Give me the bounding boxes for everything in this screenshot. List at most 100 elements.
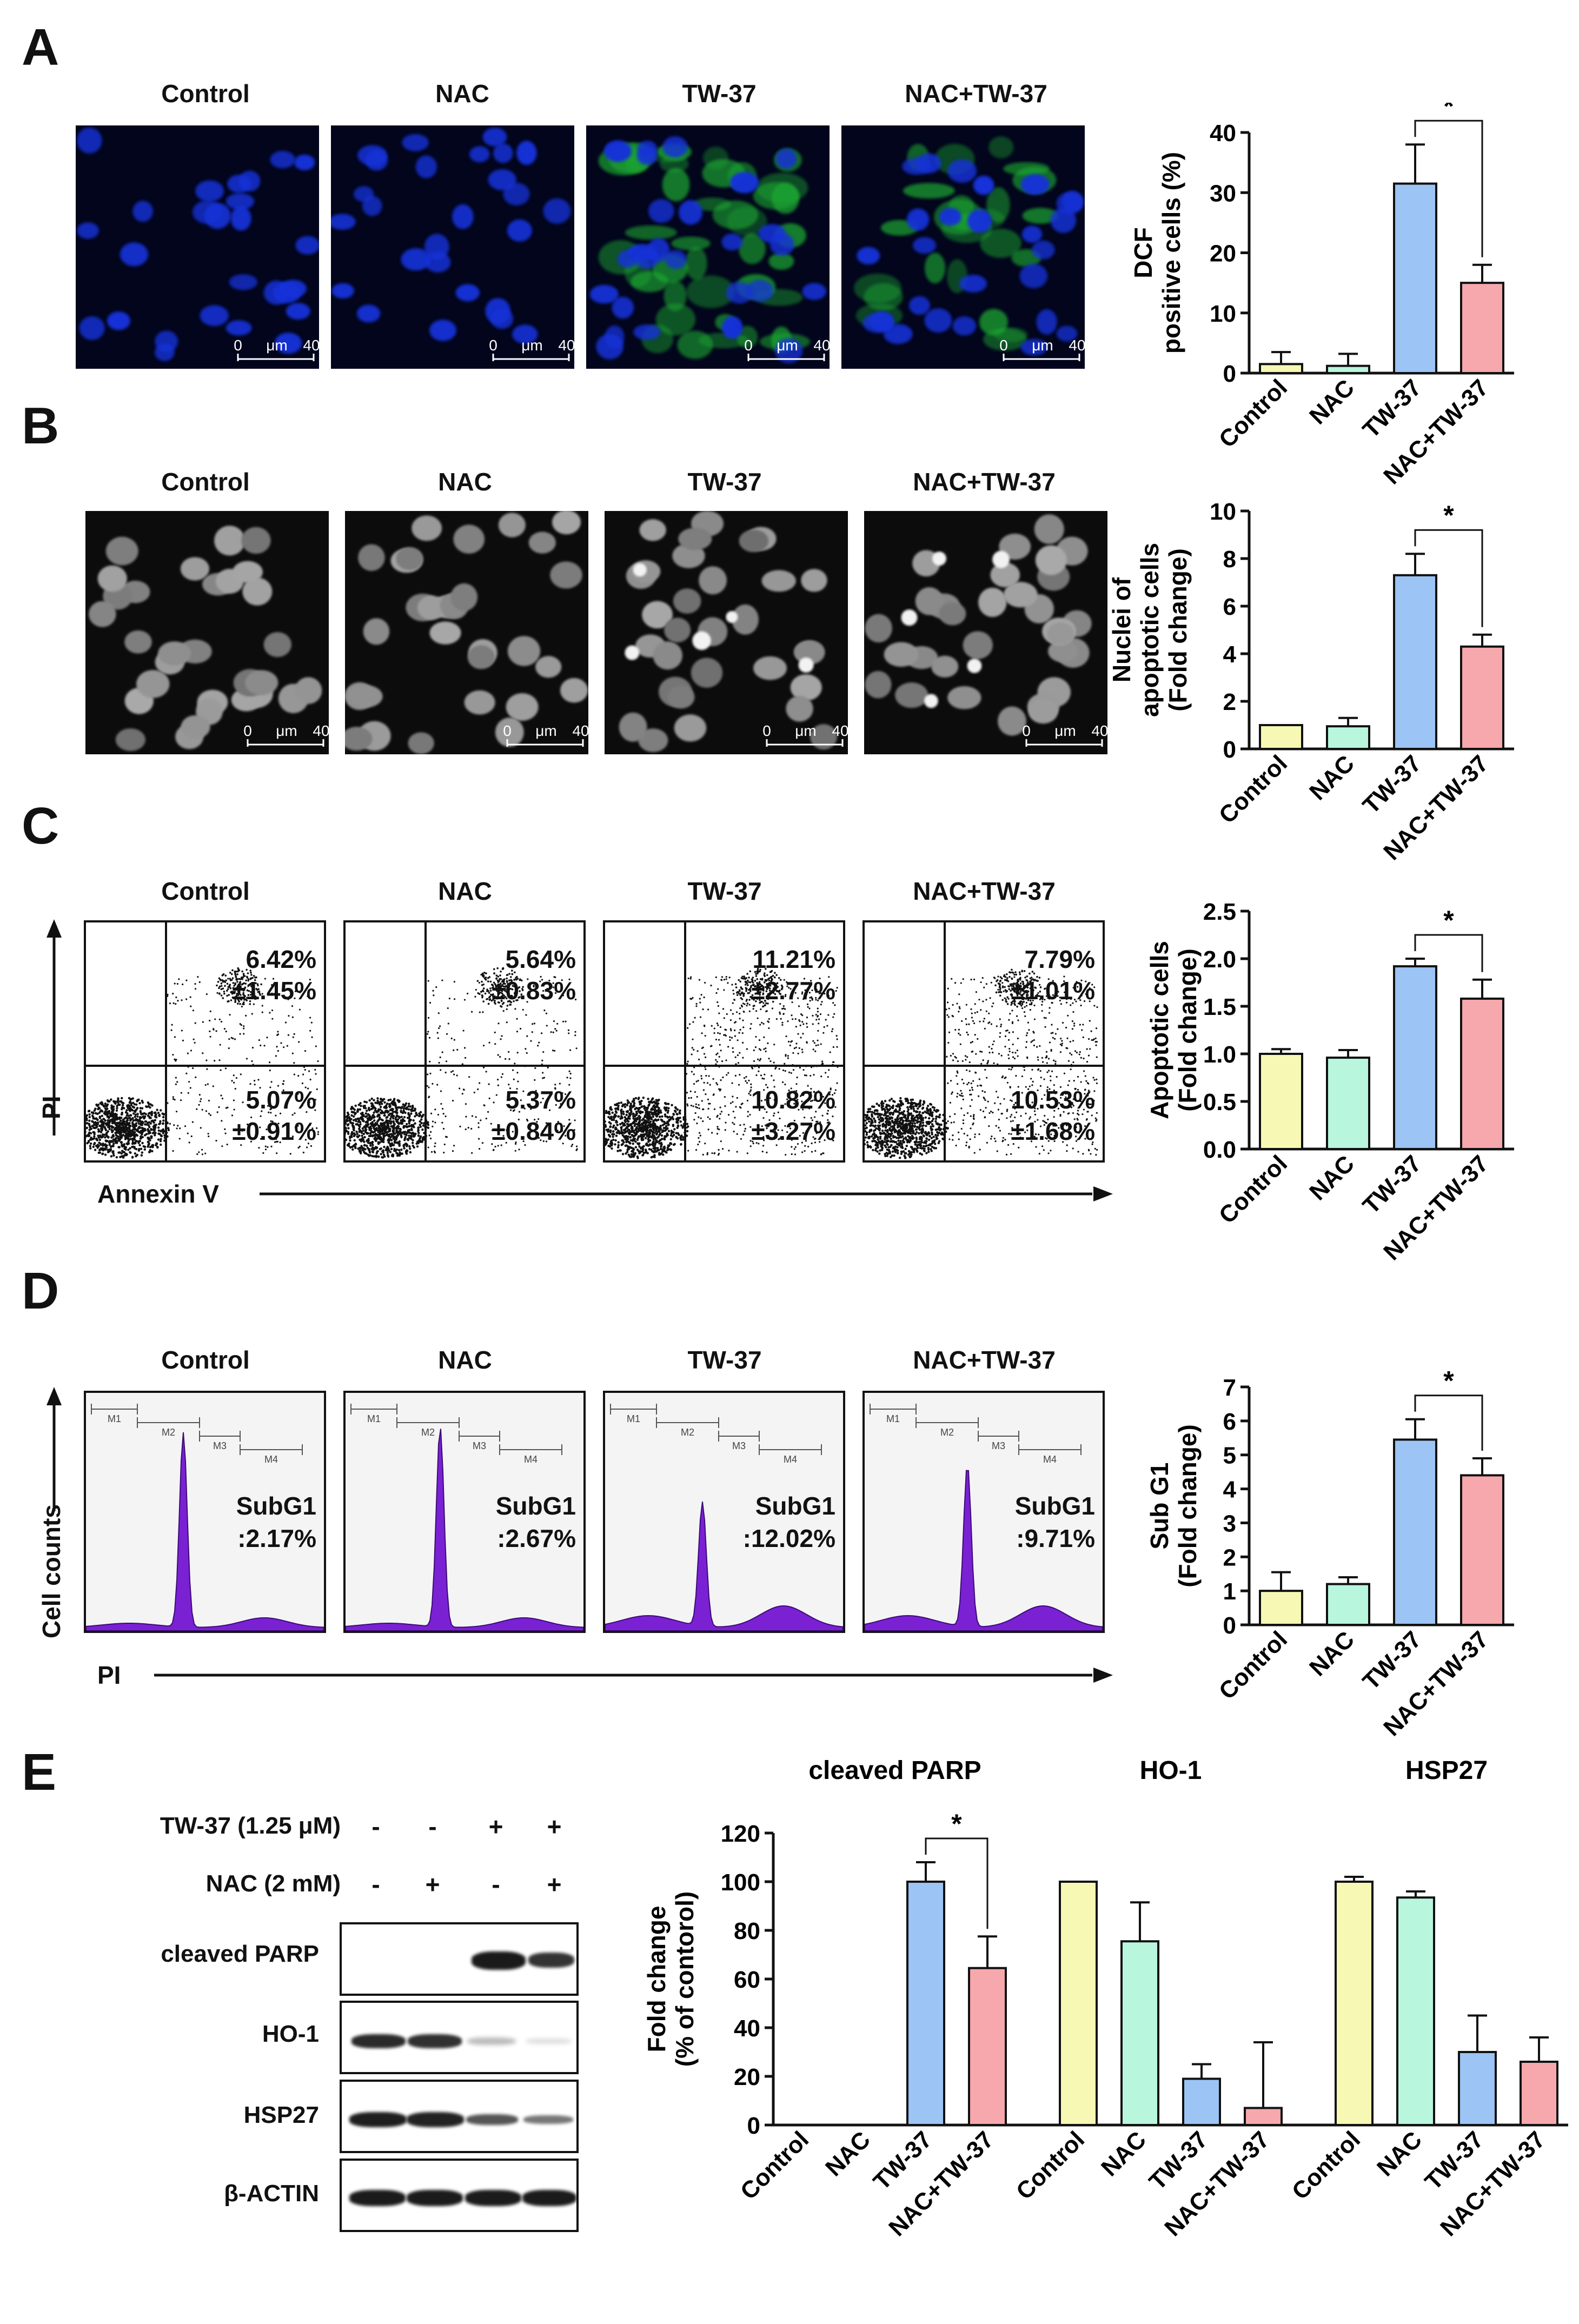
nucleus-gray xyxy=(242,577,273,606)
gate-marker-M4: M4 xyxy=(1018,1444,1082,1465)
dcf-green-signal xyxy=(685,247,707,280)
x-tick-label: NAC xyxy=(1096,2126,1151,2181)
cellcycle-histogram-4: M1 M2 M3 M4 SubG1:9.71% xyxy=(863,1391,1105,1633)
panel-letter-e: E xyxy=(22,1743,57,1801)
bar-nac-tw-37 xyxy=(1460,645,1504,750)
label-nactw37-a: NAC+TW-37 xyxy=(905,79,1047,108)
dcf-image-control: 0 μm 40 xyxy=(76,125,319,369)
group-title: HO-1 xyxy=(1140,1756,1202,1785)
apoptotic-body xyxy=(992,550,1010,568)
scale-end: 40 xyxy=(572,722,588,739)
dna-content-histogram xyxy=(346,1429,583,1631)
nucleus-gray xyxy=(619,712,647,742)
band-parp-4 xyxy=(528,1953,574,1968)
nucleus-gray xyxy=(653,641,682,670)
nucleus-blue xyxy=(452,204,474,229)
pi-axis-arrow-c xyxy=(47,919,62,1136)
dcf-green-signal xyxy=(994,327,1028,342)
band-hsp27-3 xyxy=(466,2114,518,2125)
quadrant-lr-sd: ±1.68% xyxy=(1011,1117,1095,1145)
bar-tw-37 xyxy=(1393,1438,1437,1626)
y-tick-label: 100 xyxy=(721,1869,760,1896)
y-tick-label: 10 xyxy=(1210,503,1236,525)
nucleus-gray xyxy=(998,706,1026,736)
scale-bar: 0 μm 40 xyxy=(234,337,319,361)
nucleus-gray xyxy=(865,670,892,699)
y-tick-label: 1.0 xyxy=(1203,1041,1236,1068)
nucleus-gray xyxy=(245,670,278,695)
nucleus-blue xyxy=(863,313,893,333)
dcf-green-signal xyxy=(625,225,677,240)
apoptotic-body xyxy=(625,645,640,660)
band-actin-2 xyxy=(407,2190,463,2206)
y-tick-label: 2 xyxy=(1223,689,1236,715)
bar-control xyxy=(1259,1053,1303,1150)
label-tw37-c: TW-37 xyxy=(687,877,762,905)
sign-tw37-2: - xyxy=(428,1812,437,1841)
annexin-dotplot-1: 6.42% ±1.45% 5.07% ±0.91% xyxy=(84,920,326,1163)
nucleus-gray xyxy=(793,640,824,663)
nucleus-gray xyxy=(528,532,556,554)
nucleus-gray xyxy=(97,565,127,592)
panel-letter-a: A xyxy=(22,18,59,76)
x-tick-label: NAC xyxy=(1304,750,1359,805)
nucleus-blue xyxy=(596,334,623,360)
pi-axis-arrow-d xyxy=(154,1668,1113,1683)
bar-nac xyxy=(1326,364,1370,374)
y-tick-label: 1 xyxy=(1223,1578,1236,1605)
y-tick-label: 8 xyxy=(1223,546,1236,573)
nucleus-gray xyxy=(664,617,691,643)
dna-content-histogram xyxy=(86,1432,324,1631)
y-tick-label: 0 xyxy=(1223,736,1236,763)
nucleus-blue xyxy=(503,182,530,205)
subg1-value: :12.02% xyxy=(742,1524,835,1552)
nucleus-blue xyxy=(516,141,537,165)
quadrant-lr-sd: ±0.84% xyxy=(492,1117,576,1145)
label-nac-b: NAC xyxy=(438,468,492,496)
nucleus-gray xyxy=(233,561,263,583)
panel-letter-b: B xyxy=(22,397,59,455)
band-ho1-3 xyxy=(467,2037,516,2045)
y-tick-label: 120 xyxy=(721,1821,760,1847)
gate-marker-M2: M2 xyxy=(915,1417,979,1438)
dcf-green-signal xyxy=(854,273,902,303)
label-control-a: Control xyxy=(161,79,250,108)
x-tick-label: NAC xyxy=(1304,1626,1359,1681)
nucleus-blue xyxy=(730,171,759,194)
nucleus-gray xyxy=(295,677,322,704)
nucleus-blue xyxy=(455,284,480,302)
gate-marker-M1: M1 xyxy=(870,1404,917,1424)
nucleus-gray xyxy=(1004,582,1038,608)
nucleus-blue xyxy=(908,296,931,315)
nucleus-blue xyxy=(357,145,387,166)
scale-unit: μm xyxy=(777,337,798,354)
nucleus-blue xyxy=(1056,326,1078,342)
quadrant-lr-value: 10.82% xyxy=(751,1086,835,1114)
nucleus-gray xyxy=(1035,545,1067,575)
bar-tw-37 xyxy=(1393,182,1437,374)
nucleus-blue xyxy=(429,320,456,341)
cellcycle-histogram-2: M1 M2 M3 M4 SubG1:2.67% xyxy=(343,1391,586,1633)
x-tick-label: NAC xyxy=(820,2126,875,2181)
nucleus-gray xyxy=(939,602,966,626)
nuclei-image-tw37: 0 μm 40 xyxy=(605,511,848,754)
bar-nac-tw-37 xyxy=(1460,1474,1504,1626)
nucleus-blue xyxy=(1036,309,1057,335)
nucleus-blue xyxy=(295,236,319,255)
annexin-axis-arrow xyxy=(260,1186,1113,1201)
quadrant-ur-value: 5.64% xyxy=(505,945,576,973)
nucleus-gray xyxy=(674,714,707,742)
y-axis-title: (% of contorol) xyxy=(671,1891,699,2067)
nucleus-gray xyxy=(999,533,1031,560)
blot-beta-actin xyxy=(340,2159,579,2232)
scale-end: 40 xyxy=(813,337,830,354)
nucleus-blue xyxy=(331,214,356,230)
nucleus-gray xyxy=(506,693,539,721)
nucleus-blue xyxy=(512,324,538,344)
nucleus-blue xyxy=(633,324,661,340)
band-parp-3 xyxy=(472,1951,526,1970)
y-tick-label: 4 xyxy=(1223,641,1237,668)
bar-control xyxy=(1335,1881,1374,2126)
nucleus-gray xyxy=(348,685,383,708)
nucleus-blue xyxy=(906,208,930,231)
